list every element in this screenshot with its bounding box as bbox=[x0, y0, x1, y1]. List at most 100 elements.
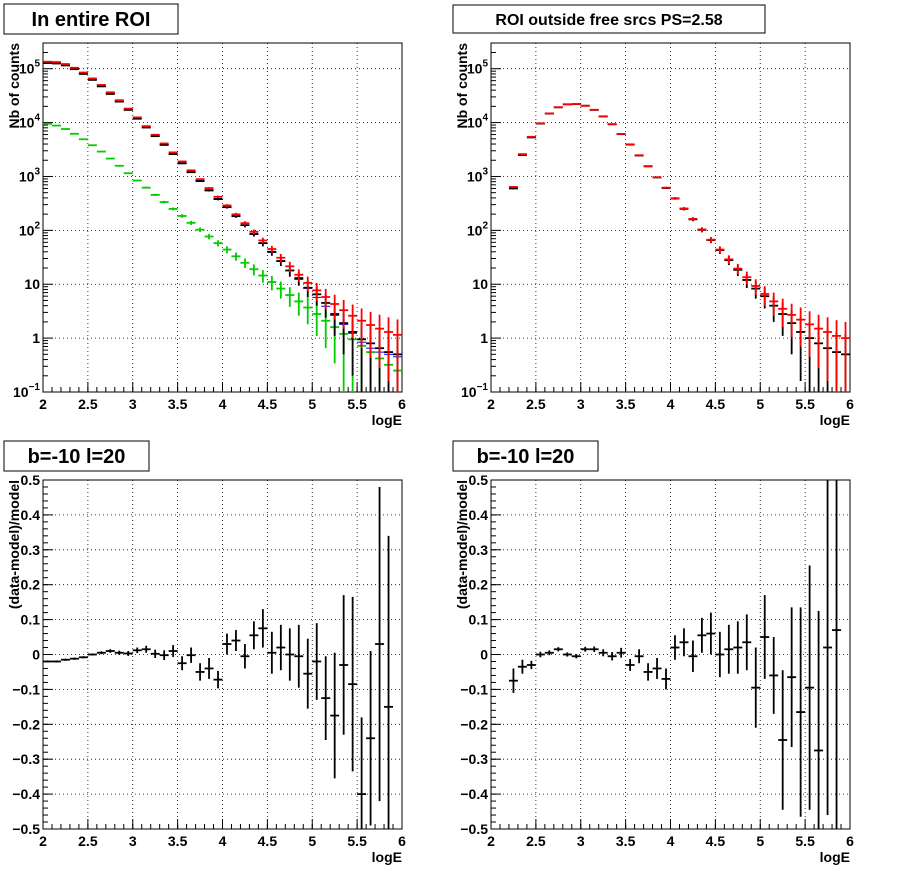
x-tick-label: 3 bbox=[577, 396, 585, 412]
data-point bbox=[526, 135, 536, 138]
data-point bbox=[571, 654, 581, 659]
data-point bbox=[366, 651, 376, 826]
y-tick-label: 102 bbox=[467, 220, 489, 238]
data-point bbox=[348, 596, 358, 772]
data-point bbox=[159, 144, 169, 146]
data-point bbox=[240, 258, 250, 269]
data-point bbox=[823, 317, 833, 382]
data-point bbox=[580, 646, 590, 652]
data-point bbox=[258, 270, 268, 283]
y-tick-label: 105 bbox=[19, 59, 41, 77]
chart-title-box: In entire ROI bbox=[3, 3, 179, 35]
data-point bbox=[697, 227, 707, 232]
data-point bbox=[285, 628, 295, 681]
data-point bbox=[222, 246, 232, 254]
y-tick-label: 0.2 bbox=[469, 577, 489, 593]
data-point bbox=[589, 646, 599, 653]
data-point bbox=[679, 628, 689, 657]
data-point bbox=[60, 128, 70, 130]
data-point bbox=[213, 670, 223, 689]
x-axis-title: logE bbox=[820, 412, 850, 428]
y-tick-label: 0.3 bbox=[21, 542, 41, 558]
data-point bbox=[60, 658, 70, 661]
data-point bbox=[150, 193, 160, 197]
y-tick-label: −0.5 bbox=[12, 821, 40, 837]
x-tick-label: 3.5 bbox=[168, 396, 188, 412]
data-point bbox=[330, 652, 340, 779]
data-point bbox=[517, 659, 527, 674]
data-point bbox=[724, 624, 734, 674]
y-tick-label: 104 bbox=[467, 113, 489, 131]
x-tick-label: 4.5 bbox=[258, 396, 278, 412]
data-point bbox=[706, 612, 716, 655]
data-point bbox=[141, 126, 151, 129]
data-point bbox=[195, 227, 205, 233]
data-point bbox=[814, 610, 824, 829]
data-point bbox=[616, 647, 626, 658]
data-point bbox=[535, 651, 545, 658]
title-frame bbox=[452, 4, 766, 34]
data-point bbox=[204, 189, 214, 192]
data-point bbox=[634, 649, 644, 664]
data-point bbox=[141, 645, 151, 653]
x-tick-label: 3 bbox=[129, 833, 137, 849]
x-axis-title: logE bbox=[820, 849, 850, 865]
data-point bbox=[267, 275, 277, 291]
data-point bbox=[186, 220, 196, 225]
chart-panel-2: 2 2.5 3 3.5 4 4.5 5 5.5 6 10−1 1 10 102 103 104 105 logE… bbox=[452, 4, 854, 428]
y-tick-label: 103 bbox=[467, 166, 489, 184]
y-axis-title: (data-model)/model bbox=[6, 480, 22, 609]
data-point bbox=[321, 656, 331, 741]
data-point bbox=[303, 276, 313, 292]
data-point bbox=[141, 186, 151, 189]
data-point bbox=[357, 717, 367, 829]
data-point bbox=[132, 647, 142, 654]
data-point bbox=[312, 283, 322, 301]
data-point bbox=[186, 169, 196, 172]
data-point bbox=[625, 659, 635, 671]
y-tick-label: 0.4 bbox=[21, 507, 41, 523]
x-tick-label: 2.5 bbox=[78, 396, 98, 412]
data-point bbox=[706, 237, 716, 243]
x-tick-label: 3 bbox=[129, 396, 137, 412]
y-tick-label: 0 bbox=[480, 647, 488, 663]
x-axis-title: logE bbox=[372, 412, 402, 428]
data-point bbox=[213, 240, 223, 247]
data-point bbox=[204, 187, 214, 190]
data-point bbox=[195, 178, 205, 181]
data-point bbox=[805, 311, 815, 357]
data-point bbox=[78, 138, 88, 141]
data-point bbox=[276, 253, 286, 263]
data-point bbox=[69, 132, 79, 135]
title-frame bbox=[3, 440, 150, 472]
y-tick-label: 104 bbox=[19, 113, 41, 131]
data-point bbox=[249, 264, 259, 276]
data-point bbox=[679, 207, 689, 210]
data-point bbox=[195, 180, 205, 183]
data-point bbox=[375, 486, 385, 802]
data-point bbox=[267, 245, 277, 253]
x-tick-label: 2.5 bbox=[526, 396, 546, 412]
data-point bbox=[769, 637, 779, 714]
y-tick-label: 0.5 bbox=[21, 472, 41, 488]
data-point bbox=[96, 651, 106, 655]
data-point bbox=[616, 133, 626, 135]
y-tick-label: −0.1 bbox=[460, 681, 488, 697]
chart-title: In entire ROI bbox=[32, 9, 151, 31]
y-tick-label: −0.3 bbox=[12, 751, 40, 767]
data-point bbox=[195, 663, 205, 681]
data-point bbox=[366, 311, 376, 358]
data-point bbox=[742, 271, 752, 285]
x-tick-label: 4 bbox=[219, 396, 227, 412]
data-point bbox=[249, 621, 259, 650]
data-point bbox=[634, 154, 644, 157]
data-point bbox=[258, 237, 268, 244]
plot-frame bbox=[490, 42, 851, 393]
x-tick-label: 2.5 bbox=[78, 833, 98, 849]
x-tick-label: 3.5 bbox=[616, 833, 636, 849]
data-point bbox=[150, 135, 160, 138]
y-tick-label: −0.2 bbox=[12, 716, 40, 732]
y-tick-label: 0 bbox=[32, 647, 40, 663]
data-point bbox=[204, 657, 214, 679]
y-tick-label: 1 bbox=[480, 330, 488, 346]
